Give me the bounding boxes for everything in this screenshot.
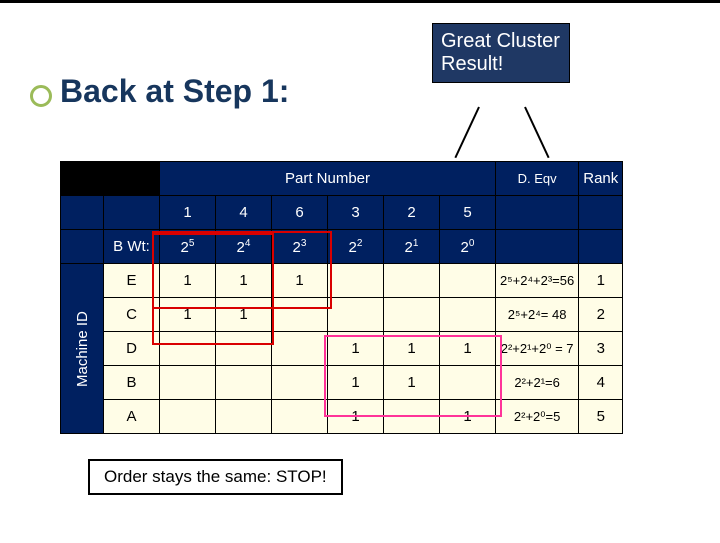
col-header: 6 xyxy=(272,196,328,230)
eqv-cell: 2²+2¹=6 xyxy=(496,366,579,400)
bwt-header: B Wt: xyxy=(104,230,160,264)
rank-cell: 3 xyxy=(579,332,623,366)
row-id: C xyxy=(104,298,160,332)
row-id: B xyxy=(104,366,160,400)
rank-cell: 1 xyxy=(579,264,623,298)
eqv-cell: 2²+2⁰=5 xyxy=(496,400,579,434)
cell xyxy=(384,400,440,434)
blank-cell xyxy=(104,162,160,196)
blank-cell xyxy=(61,196,104,230)
slide-title: Back at Step 1: xyxy=(60,73,289,110)
cell xyxy=(160,366,216,400)
cluster-table: Part Number D. Eqv Rank 1 4 6 3 2 5 B Wt… xyxy=(60,161,623,434)
slide: Back at Step 1: Great Cluster Result! Pa… xyxy=(0,0,720,543)
table-row: A 1 1 2²+2⁰=5 5 xyxy=(61,400,623,434)
cell: 1 xyxy=(328,366,384,400)
cell xyxy=(328,298,384,332)
callout-connector xyxy=(524,107,549,159)
col-header: 4 xyxy=(216,196,272,230)
deqv-header: D. Eqv xyxy=(496,162,579,196)
blank-cell xyxy=(579,196,623,230)
eqv-cell: 2⁵+2⁴= 48 xyxy=(496,298,579,332)
eqv-cell: 2²+2¹+2⁰ = 7 xyxy=(496,332,579,366)
row-id: D xyxy=(104,332,160,366)
callout-box: Great Cluster Result! xyxy=(432,23,570,83)
cell: 1 xyxy=(384,332,440,366)
cell xyxy=(160,332,216,366)
bwt-cell: 20 xyxy=(440,230,496,264)
cell: 1 xyxy=(440,400,496,434)
cell: 1 xyxy=(328,400,384,434)
bwt-cell: 21 xyxy=(384,230,440,264)
row-id: A xyxy=(104,400,160,434)
callout-connector xyxy=(454,107,479,159)
cell xyxy=(384,298,440,332)
cell: 1 xyxy=(160,298,216,332)
cell xyxy=(272,400,328,434)
bwt-cell: 25 xyxy=(160,230,216,264)
col-header: 5 xyxy=(440,196,496,230)
blank-cell xyxy=(496,230,579,264)
cell xyxy=(216,400,272,434)
col-header: 2 xyxy=(384,196,440,230)
cell: 1 xyxy=(216,298,272,332)
rank-cell: 4 xyxy=(579,366,623,400)
table-row: D 1 1 1 2²+2¹+2⁰ = 7 3 xyxy=(61,332,623,366)
blank-cell xyxy=(579,230,623,264)
rank-header: Rank xyxy=(579,162,623,196)
cell: 1 xyxy=(440,332,496,366)
cell xyxy=(272,366,328,400)
col-header: 1 xyxy=(160,196,216,230)
cell: 1 xyxy=(272,264,328,298)
cell xyxy=(328,264,384,298)
blank-cell xyxy=(61,230,104,264)
table-row: C 1 1 2⁵+2⁴= 48 2 xyxy=(61,298,623,332)
cell xyxy=(216,366,272,400)
part-number-header: Part Number xyxy=(160,162,496,196)
table-row: Machine ID E 1 1 1 2⁵+2⁴+2³=56 1 xyxy=(61,264,623,298)
cell: 1 xyxy=(160,264,216,298)
rank-cell: 5 xyxy=(579,400,623,434)
cell xyxy=(384,264,440,298)
cell xyxy=(272,298,328,332)
cell xyxy=(440,366,496,400)
row-id: E xyxy=(104,264,160,298)
cell xyxy=(440,264,496,298)
cell xyxy=(272,332,328,366)
cell xyxy=(216,332,272,366)
bullet-icon xyxy=(30,85,52,107)
bwt-cell: 22 xyxy=(328,230,384,264)
blank-cell xyxy=(496,196,579,230)
cell: 1 xyxy=(328,332,384,366)
rank-cell: 2 xyxy=(579,298,623,332)
table-row: B 1 1 2²+2¹=6 4 xyxy=(61,366,623,400)
blank-cell xyxy=(61,162,104,196)
cell: 1 xyxy=(384,366,440,400)
footer-note: Order stays the same: STOP! xyxy=(88,459,343,495)
eqv-cell: 2⁵+2⁴+2³=56 xyxy=(496,264,579,298)
cell: 1 xyxy=(216,264,272,298)
cell xyxy=(160,400,216,434)
cell xyxy=(440,298,496,332)
machine-id-header: Machine ID xyxy=(61,264,104,434)
bwt-cell: 24 xyxy=(216,230,272,264)
blank-cell xyxy=(104,196,160,230)
col-header: 3 xyxy=(328,196,384,230)
bwt-cell: 23 xyxy=(272,230,328,264)
